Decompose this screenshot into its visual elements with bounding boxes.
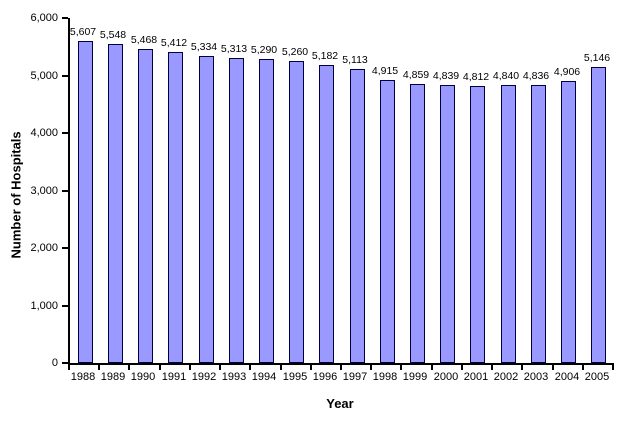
x-tick-label-1996: 1996 <box>312 371 338 383</box>
x-tick-label-2005: 2005 <box>584 371 610 383</box>
x-tick-mark <box>552 365 554 370</box>
x-tick-label-1998: 1998 <box>372 371 398 383</box>
bar-1997 <box>350 69 365 363</box>
bar-value-label-1998: 4,915 <box>371 65 399 77</box>
x-tick-mark <box>98 365 100 370</box>
y-tick-mark <box>62 75 68 77</box>
y-tick-mark <box>62 362 68 364</box>
y-tick-label-5,000: 5,000 <box>30 70 58 82</box>
x-tick-mark <box>340 365 342 370</box>
bar-2002 <box>501 85 516 363</box>
x-tick-label-2002: 2002 <box>493 371 519 383</box>
bar-value-label-2005: 5,146 <box>583 52 611 64</box>
x-tick-label-1994: 1994 <box>251 371 277 383</box>
bar-1994 <box>259 59 274 363</box>
bar-1992 <box>199 56 214 363</box>
bar-value-label-1991: 5,412 <box>160 37 188 49</box>
x-tick-label-1990: 1990 <box>130 371 156 383</box>
bar-1990 <box>138 49 153 363</box>
y-tick-label-0: 0 <box>51 357 58 369</box>
x-tick-mark <box>159 365 161 370</box>
x-tick-mark <box>189 365 191 370</box>
x-tick-mark <box>249 365 251 370</box>
bar-1988 <box>78 41 93 363</box>
x-tick-label-1997: 1997 <box>342 371 368 383</box>
plot-area <box>68 18 614 365</box>
bar-value-label-1997: 5,113 <box>342 54 368 66</box>
x-tick-mark <box>280 365 282 370</box>
x-tick-mark <box>582 365 584 370</box>
bar-value-label-1996: 5,182 <box>311 50 339 62</box>
bar-value-label-1989: 5,548 <box>99 29 127 41</box>
x-tick-mark <box>612 365 614 370</box>
y-tick-label-3,000: 3,000 <box>30 185 58 197</box>
bar-value-label-1994: 5,290 <box>250 44 278 56</box>
y-tick-mark <box>62 17 68 19</box>
bar-value-label-1990: 5,468 <box>130 34 158 46</box>
bar-value-label-1992: 5,334 <box>190 41 218 53</box>
x-tick-label-1992: 1992 <box>191 371 217 383</box>
bar-2001 <box>470 86 485 363</box>
x-tick-label-1988: 1988 <box>70 371 96 383</box>
x-tick-mark <box>219 365 221 370</box>
x-tick-mark <box>491 365 493 370</box>
bar-2005 <box>591 67 606 363</box>
y-tick-label-2,000: 2,000 <box>30 242 58 254</box>
y-tick-mark <box>62 132 68 134</box>
bar-1991 <box>168 52 183 363</box>
x-tick-mark <box>370 365 372 370</box>
y-tick-mark <box>62 247 68 249</box>
bar-2004 <box>561 81 576 363</box>
x-tick-mark <box>431 365 433 370</box>
bar-1996 <box>319 65 334 363</box>
bar-1989 <box>108 44 123 363</box>
x-tick-mark <box>128 365 130 370</box>
bar-value-label-1995: 5,260 <box>281 46 309 58</box>
y-tick-label-1,000: 1,000 <box>30 300 58 312</box>
bar-value-label-2002: 4,840 <box>492 70 520 82</box>
x-tick-label-1991: 1991 <box>161 371 187 383</box>
bar-value-label-2000: 4,839 <box>432 70 460 82</box>
bar-1998 <box>380 80 395 363</box>
bar-value-label-1993: 5,313 <box>220 43 248 55</box>
x-tick-label-1995: 1995 <box>282 371 308 383</box>
bar-1995 <box>289 61 304 363</box>
x-tick-mark <box>521 365 523 370</box>
bar-2003 <box>531 85 546 363</box>
x-tick-mark <box>68 365 70 370</box>
x-tick-label-1999: 1999 <box>402 371 428 383</box>
x-tick-mark <box>310 365 312 370</box>
bar-value-label-2003: 4,836 <box>522 70 550 82</box>
x-tick-label-1989: 1989 <box>100 371 126 383</box>
bar-1993 <box>229 58 244 363</box>
x-tick-label-1993: 1993 <box>221 371 247 383</box>
bar-value-label-1988: 5,607 <box>69 26 97 38</box>
x-tick-label-2000: 2000 <box>433 371 459 383</box>
x-tick-label-2001: 2001 <box>463 371 489 383</box>
y-tick-label-4,000: 4,000 <box>30 127 58 139</box>
x-tick-mark <box>400 365 402 370</box>
y-tick-label-6,000: 6,000 <box>30 12 58 24</box>
x-axis-title: Year <box>326 396 354 411</box>
bar-value-label-2001: 4,812 <box>462 71 490 83</box>
y-tick-mark <box>62 190 68 192</box>
bar-2000 <box>440 85 455 363</box>
y-tick-mark <box>62 305 68 307</box>
bar-value-label-2004: 4,906 <box>553 66 581 78</box>
x-tick-label-2004: 2004 <box>554 371 580 383</box>
x-tick-mark <box>461 365 463 370</box>
bar-value-label-1999: 4,859 <box>402 69 430 81</box>
x-tick-label-2003: 2003 <box>523 371 549 383</box>
bar-1999 <box>410 84 425 363</box>
